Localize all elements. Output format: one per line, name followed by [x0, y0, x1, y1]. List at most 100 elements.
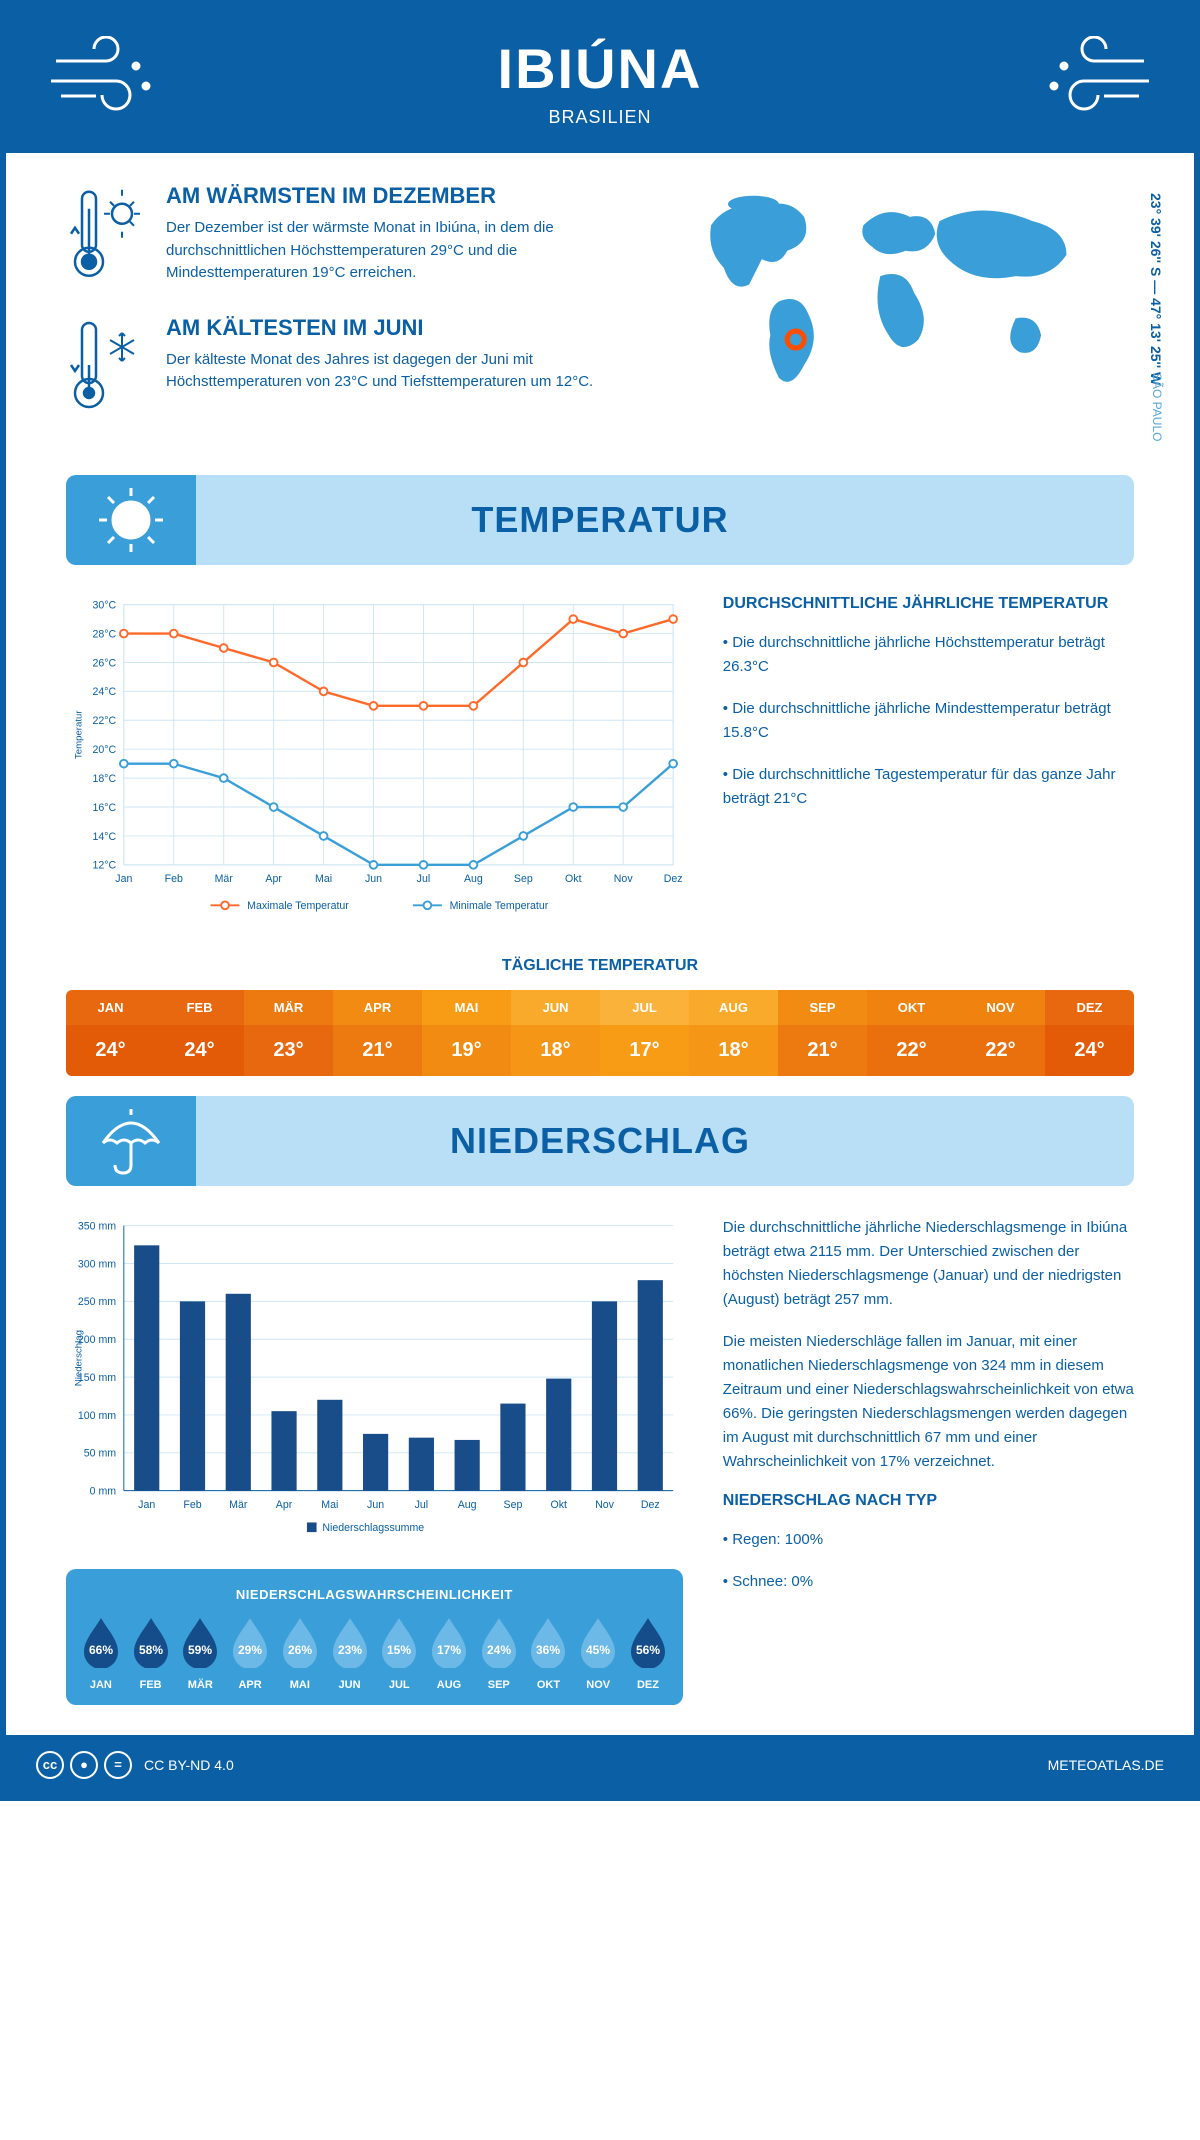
daily-temp-heading: TÄGLICHE TEMPERATUR [66, 957, 1134, 975]
svg-text:Temperatur: Temperatur [73, 709, 84, 758]
temperature-banner: TEMPERATUR [66, 475, 1134, 565]
svg-text:Okt: Okt [565, 873, 582, 885]
temperature-heading: TEMPERATUR [471, 499, 728, 541]
drop-item: 45%NOV [575, 1616, 621, 1691]
temp-col: AUG18° [689, 990, 778, 1076]
precipitation-bar-chart: 0 mm50 mm100 mm150 mm200 mm250 mm300 mm3… [66, 1216, 683, 1544]
svg-text:Jul: Jul [415, 1499, 429, 1511]
warmest-text: Der Dezember ist der wärmste Monat in Ib… [166, 217, 604, 285]
temp-col: FEB24° [155, 990, 244, 1076]
temp-col: MÄR23° [244, 990, 333, 1076]
svg-text:Apr: Apr [276, 1499, 293, 1511]
precipitation-probability: NIEDERSCHLAGSWAHRSCHEINLICHKEIT 66%JAN58… [66, 1569, 683, 1705]
precip-type-heading: NIEDERSCHLAG NACH TYP [723, 1492, 1134, 1510]
temperature-info: DURCHSCHNITTLICHE JÄHRLICHE TEMPERATUR •… [723, 595, 1134, 928]
coldest-fact: AM KÄLTESTEN IM JUNI Der kälteste Monat … [66, 315, 604, 415]
precipitation-info: Die durchschnittliche jährliche Niedersc… [723, 1216, 1134, 1705]
svg-text:29%: 29% [238, 1643, 262, 1657]
svg-text:Niederschlag: Niederschlag [73, 1330, 84, 1386]
svg-text:Dez: Dez [664, 873, 683, 885]
svg-text:14°C: 14°C [92, 830, 116, 842]
svg-text:12°C: 12°C [92, 859, 116, 871]
svg-text:36%: 36% [536, 1643, 560, 1657]
drop-item: 29%APR [227, 1616, 273, 1691]
sun-icon [66, 475, 196, 565]
svg-text:17%: 17% [437, 1643, 461, 1657]
svg-text:20°C: 20°C [92, 744, 116, 756]
svg-text:Mai: Mai [321, 1499, 338, 1511]
region-label: SÃO PAULO [1150, 373, 1164, 441]
temp-col: JAN24° [66, 990, 155, 1076]
drop-item: 66%JAN [78, 1616, 124, 1691]
svg-text:Dez: Dez [641, 1499, 660, 1511]
temp-col: JUL17° [600, 990, 689, 1076]
svg-text:16°C: 16°C [92, 801, 116, 813]
svg-text:Jan: Jan [115, 873, 132, 885]
temp-col: OKT22° [867, 990, 956, 1076]
svg-text:Minimale Temperatur: Minimale Temperatur [450, 900, 549, 912]
drop-item: 23%JUN [327, 1616, 373, 1691]
drop-item: 58%FEB [128, 1616, 174, 1691]
world-map [644, 183, 1134, 403]
svg-text:Mär: Mär [215, 873, 234, 885]
license-label: CC BY-ND 4.0 [144, 1757, 234, 1773]
svg-text:Jun: Jun [365, 873, 382, 885]
svg-text:Maximale Temperatur: Maximale Temperatur [247, 900, 349, 912]
svg-text:Mär: Mär [229, 1499, 248, 1511]
svg-text:66%: 66% [89, 1643, 113, 1657]
drop-item: 59%MÄR [177, 1616, 223, 1691]
svg-text:Apr: Apr [265, 873, 282, 885]
svg-text:Mai: Mai [315, 873, 332, 885]
temp-col: NOV22° [956, 990, 1045, 1076]
temp-col: APR21° [333, 990, 422, 1076]
daily-temperature: TÄGLICHE TEMPERATUR JAN24°FEB24°MÄR23°AP… [66, 957, 1134, 1076]
site-label: METEOATLAS.DE [1048, 1757, 1164, 1773]
precip-text: Die durchschnittliche jährliche Niedersc… [723, 1216, 1134, 1312]
svg-text:50 mm: 50 mm [84, 1448, 117, 1460]
temp-col: JUN18° [511, 990, 600, 1076]
svg-text:58%: 58% [139, 1643, 163, 1657]
warmest-title: AM WÄRMSTEN IM DEZEMBER [166, 183, 604, 209]
page-footer: cc ● = CC BY-ND 4.0 METEOATLAS.DE [6, 1735, 1194, 1795]
coordinates: 23° 39' 26'' S — 47° 13' 25'' W [1148, 193, 1164, 385]
coldest-title: AM KÄLTESTEN IM JUNI [166, 315, 604, 341]
svg-text:Nov: Nov [595, 1499, 615, 1511]
temp-info-bullet: • Die durchschnittliche Tagestemperatur … [723, 763, 1134, 811]
svg-text:Okt: Okt [550, 1499, 567, 1511]
page-header: IBIÚNA BRASILIEN [6, 6, 1194, 153]
svg-text:Niederschlagssumme: Niederschlagssumme [322, 1522, 424, 1534]
drop-item: 17%AUG [426, 1616, 472, 1691]
thermometer-sun-icon [66, 183, 146, 285]
svg-text:Jun: Jun [367, 1499, 384, 1511]
svg-text:Sep: Sep [504, 1499, 523, 1511]
drop-item: 26%MAI [277, 1616, 323, 1691]
prob-heading: NIEDERSCHLAGSWAHRSCHEINLICHKEIT [78, 1587, 671, 1602]
svg-text:Aug: Aug [458, 1499, 477, 1511]
svg-text:100 mm: 100 mm [78, 1410, 116, 1422]
svg-text:18°C: 18°C [92, 772, 116, 784]
svg-text:Aug: Aug [464, 873, 483, 885]
svg-text:Feb: Feb [165, 873, 183, 885]
svg-text:300 mm: 300 mm [78, 1259, 116, 1271]
svg-text:350 mm: 350 mm [78, 1221, 116, 1233]
coldest-text: Der kälteste Monat des Jahres ist dagege… [166, 349, 604, 394]
page-title: IBIÚNA [26, 36, 1174, 101]
svg-text:Feb: Feb [183, 1499, 201, 1511]
cc-icons: cc ● = [36, 1751, 132, 1779]
temp-info-heading: DURCHSCHNITTLICHE JÄHRLICHE TEMPERATUR [723, 595, 1134, 613]
temp-col: DEZ24° [1045, 990, 1134, 1076]
svg-text:Jul: Jul [417, 873, 431, 885]
temp-info-bullet: • Die durchschnittliche jährliche Höchst… [723, 631, 1134, 679]
drop-item: 56%DEZ [625, 1616, 671, 1691]
umbrella-icon [66, 1096, 196, 1186]
svg-text:Jan: Jan [138, 1499, 155, 1511]
drop-item: 24%SEP [476, 1616, 522, 1691]
precip-type: • Regen: 100% [723, 1528, 1134, 1552]
svg-text:22°C: 22°C [92, 715, 116, 727]
temp-info-bullet: • Die durchschnittliche jährliche Mindes… [723, 697, 1134, 745]
svg-text:24%: 24% [487, 1643, 511, 1657]
warmest-fact: AM WÄRMSTEN IM DEZEMBER Der Dezember ist… [66, 183, 604, 285]
svg-text:Sep: Sep [514, 873, 533, 885]
precipitation-heading: NIEDERSCHLAG [450, 1120, 750, 1162]
temp-col: SEP21° [778, 990, 867, 1076]
